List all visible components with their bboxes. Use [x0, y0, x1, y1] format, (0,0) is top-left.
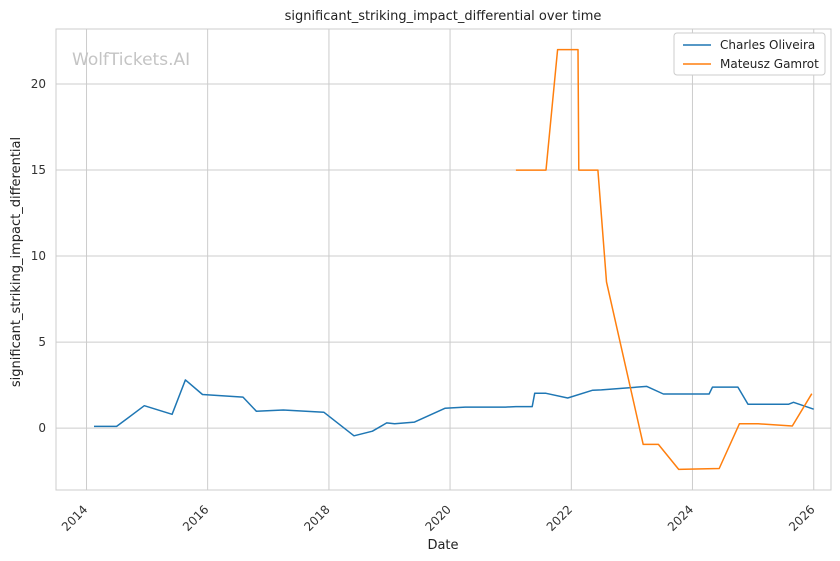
x-tick-label-2014: 2014 [59, 502, 90, 533]
x-tick-label-2018: 2018 [301, 502, 332, 533]
x-axis-label: Date [427, 538, 458, 553]
series-line-charles-oliveira [94, 379, 814, 437]
plot-frame [55, 28, 832, 491]
watermark-text: WolfTickets.AI [72, 50, 190, 70]
x-tick-label-2022: 2022 [544, 502, 575, 533]
y-tick-label-15: 15 [31, 163, 46, 177]
series-layer [94, 48, 814, 471]
x-tick-label-2020: 2020 [422, 502, 453, 533]
x-tick-labels: 2014 2016 2018 2020 2022 2024 2026 [59, 502, 818, 533]
y-tick-label-0: 0 [38, 421, 46, 435]
legend-frame [673, 32, 826, 76]
y-gridlines [56, 83, 831, 429]
x-gridlines [86, 29, 815, 490]
series-line-mateusz-gamrot [515, 48, 813, 471]
y-tick-labels: 0 5 10 15 20 [31, 77, 46, 435]
x-tick-label-2024: 2024 [665, 502, 696, 533]
legend-label-charles-oliveira: Charles Oliveira [720, 38, 815, 52]
legend: Charles Oliveira Mateusz Gamrot [673, 32, 826, 76]
x-tick-label-2026: 2026 [786, 502, 817, 533]
y-tick-label-10: 10 [31, 249, 46, 263]
x-tick-label-2016: 2016 [180, 502, 211, 533]
y-axis-label: significant_striking_impact_differential [9, 137, 24, 387]
chart-title: significant_striking_impact_differential… [285, 9, 602, 24]
y-tick-label-5: 5 [38, 335, 46, 349]
legend-label-mateusz-gamrot: Mateusz Gamrot [720, 57, 819, 71]
y-tick-label-20: 20 [31, 77, 46, 91]
